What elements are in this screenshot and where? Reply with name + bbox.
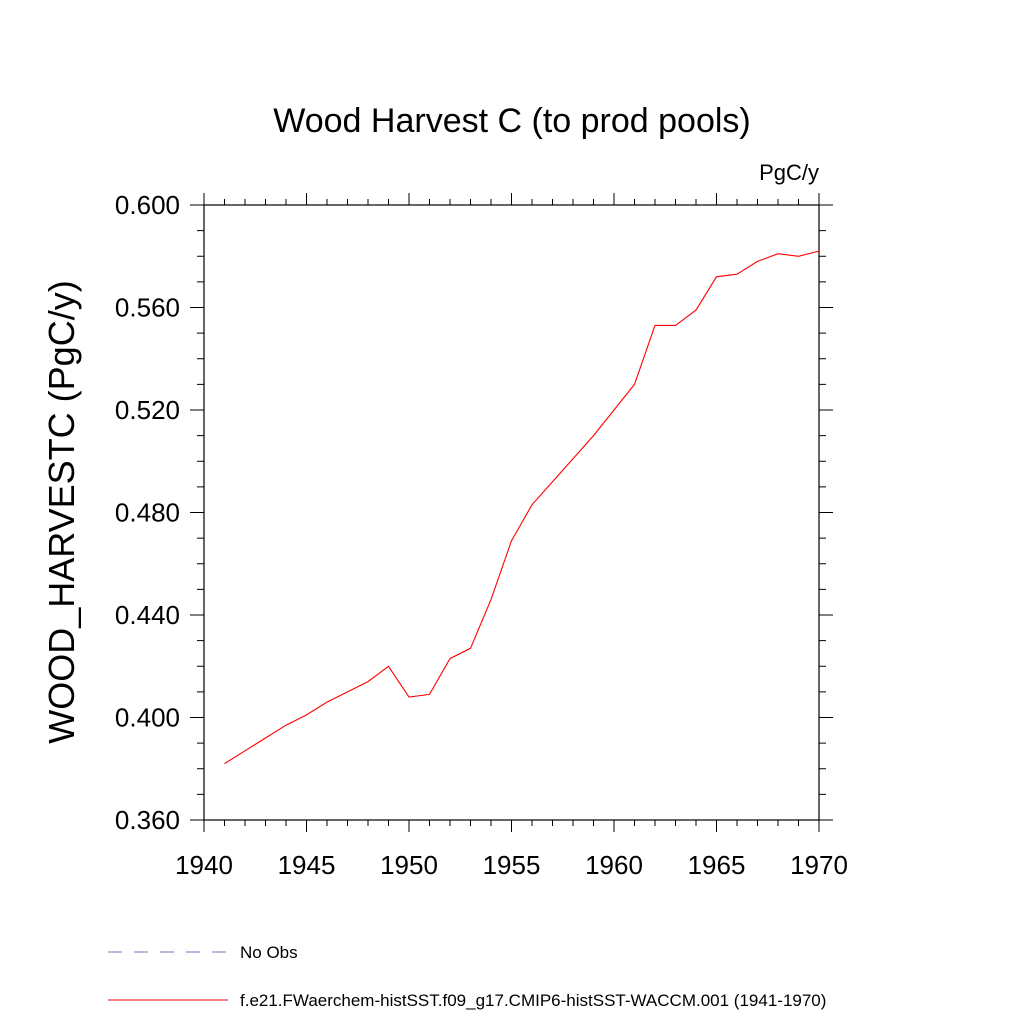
plot-area: 1940 1945 1950 1955 1960 1965 1970 0.360 0.400 0.… xyxy=(115,190,848,880)
series-line-1 xyxy=(224,250,820,765)
chart-title: Wood Harvest C (to prod pools) xyxy=(273,102,750,140)
x-tick-label: 1960 xyxy=(585,850,643,880)
x-tick-label: 1950 xyxy=(380,850,438,880)
legend: No Obs f.e21.FWaerchem-histSST.f09_g17.CM… xyxy=(108,943,826,1010)
x-tick-label: 1955 xyxy=(483,850,541,880)
x-tick-label: 1970 xyxy=(790,850,848,880)
x-tick-label: 1940 xyxy=(175,850,233,880)
y-tick-label: 0.440 xyxy=(115,600,180,630)
y-tick-label: 0.520 xyxy=(115,395,180,425)
units-label: PgC/y xyxy=(759,160,819,185)
y-tick-label: 0.480 xyxy=(115,498,180,528)
y-axis-label: WOOD_HARVESTC (PgC/y) xyxy=(41,280,82,743)
plot-frame xyxy=(203,204,820,821)
y-tick-label: 0.360 xyxy=(115,805,180,835)
y-tick-label: 0.600 xyxy=(115,190,180,220)
legend-label-1: f.e21.FWaerchem-histSST.f09_g17.CMIP6-hi… xyxy=(240,991,826,1010)
legend-label-0: No Obs xyxy=(240,943,298,962)
x-tick-label: 1945 xyxy=(278,850,336,880)
y-tick-label: 0.400 xyxy=(115,703,180,733)
y-tick-label: 0.560 xyxy=(115,293,180,323)
x-tick-label: 1965 xyxy=(688,850,746,880)
